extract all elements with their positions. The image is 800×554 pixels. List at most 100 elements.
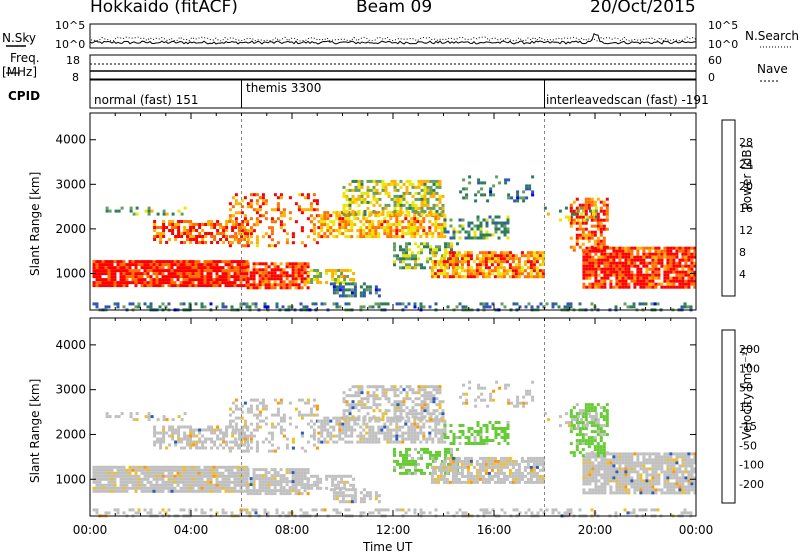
heatmap-cell <box>209 275 213 279</box>
heatmap-cell <box>417 179 421 183</box>
heatmap-cell <box>587 236 591 240</box>
heatmap-cell <box>570 212 574 216</box>
heatmap-cell <box>165 226 169 229</box>
heatmap-cell <box>399 212 403 216</box>
heatmap-cell <box>396 459 399 463</box>
heatmap-cell <box>365 440 369 444</box>
heatmap-cell <box>365 425 369 429</box>
heatmap-cell <box>312 398 316 402</box>
heatmap-cell <box>554 302 558 306</box>
heatmap-cell <box>107 269 111 273</box>
heatmap-cell <box>426 447 429 451</box>
heatmap-cell <box>687 258 691 262</box>
heatmap-cell <box>605 206 609 210</box>
heatmap-cell <box>270 217 274 221</box>
heatmap-cell <box>179 272 183 276</box>
heatmap-cell <box>511 269 515 273</box>
heatmap-cell <box>149 269 153 273</box>
heatmap-cell <box>602 218 606 222</box>
heatmap-cell <box>236 263 240 267</box>
heatmap-cell <box>602 203 606 207</box>
heatmap-cell <box>240 223 244 227</box>
heatmap-cell <box>341 217 345 221</box>
heatmap-cell <box>520 474 524 478</box>
heatmap-cell <box>472 275 476 279</box>
heatmap-cell <box>347 217 351 221</box>
heatmap-cell <box>303 474 307 478</box>
heatmap-cell <box>510 401 514 405</box>
heatmap-cell <box>288 265 292 269</box>
heatmap-cell <box>426 242 429 246</box>
heatmap-cell <box>432 418 436 422</box>
heatmap-cell <box>329 226 333 230</box>
heatmap-cell <box>282 211 286 215</box>
heatmap-cell <box>624 279 628 283</box>
heatmap-cell <box>131 483 135 487</box>
heatmap-cell <box>435 385 439 389</box>
heatmap-cell <box>129 209 133 213</box>
heatmap-cell <box>155 486 159 490</box>
heatmap-cell <box>502 480 506 484</box>
heatmap-cell <box>237 446 241 450</box>
heatmap-cell <box>261 477 265 481</box>
heatmap-cell <box>279 214 283 218</box>
heatmap-cell <box>153 425 157 429</box>
heatmap-cell <box>425 214 429 218</box>
heatmap-cell <box>146 480 150 484</box>
heatmap-cell <box>621 285 625 289</box>
heatmap-cell <box>369 394 373 398</box>
heatmap-cell <box>313 275 317 278</box>
heatmap-cell <box>176 275 180 279</box>
heatmap-cell <box>279 489 283 493</box>
heatmap-cell <box>447 450 450 454</box>
heatmap-cell <box>495 380 499 384</box>
heatmap-cell <box>585 264 589 268</box>
heatmap-cell <box>393 388 397 392</box>
heatmap-cell <box>194 284 198 288</box>
heatmap-cell <box>463 251 467 255</box>
heatmap-cell <box>645 273 649 277</box>
heatmap-cell <box>496 471 500 475</box>
heatmap-cell <box>303 477 307 481</box>
heatmap-cell <box>134 471 138 475</box>
heatmap-cell <box>267 440 271 444</box>
heatmap-cell <box>438 194 442 198</box>
heatmap-cell <box>624 261 628 265</box>
heatmap-cell <box>231 410 235 414</box>
heatmap-cell <box>681 258 685 262</box>
heatmap-cell <box>335 416 339 420</box>
heatmap-cell <box>551 302 555 306</box>
heatmap-cell <box>132 212 136 216</box>
heatmap-cell <box>411 209 415 213</box>
heatmap-cell <box>430 260 434 264</box>
heatmap-cell <box>366 391 370 395</box>
heatmap-cell <box>113 474 117 478</box>
heatmap-cell <box>162 428 166 432</box>
heatmap-cell <box>487 471 491 475</box>
heatmap-cell <box>279 419 283 423</box>
heatmap-cell <box>300 398 304 402</box>
heatmap-cell <box>149 302 153 306</box>
heatmap-cell <box>246 434 250 438</box>
heatmap-cell <box>228 419 232 423</box>
heatmap-cell <box>316 480 320 484</box>
heatmap-cell <box>230 489 234 493</box>
heatmap-cell <box>536 305 540 309</box>
heatmap-cell <box>225 223 229 226</box>
heatmap-cell <box>338 491 342 495</box>
heatmap-cell <box>377 220 381 224</box>
heatmap-cell <box>372 397 376 401</box>
heatmap-cell <box>300 431 304 435</box>
heatmap-cell <box>346 474 350 478</box>
heatmap-cell <box>216 223 220 226</box>
heatmap-cell <box>395 217 399 221</box>
heatmap-cell <box>258 480 262 484</box>
heatmap-cell <box>417 257 420 261</box>
heatmap-cell <box>407 431 411 435</box>
heatmap-cell <box>497 427 501 430</box>
heatmap-cell <box>541 275 545 279</box>
heatmap-cell <box>228 449 232 453</box>
heatmap-cell <box>316 269 320 272</box>
heatmap-cell <box>162 220 166 223</box>
heatmap-cell <box>221 477 225 481</box>
